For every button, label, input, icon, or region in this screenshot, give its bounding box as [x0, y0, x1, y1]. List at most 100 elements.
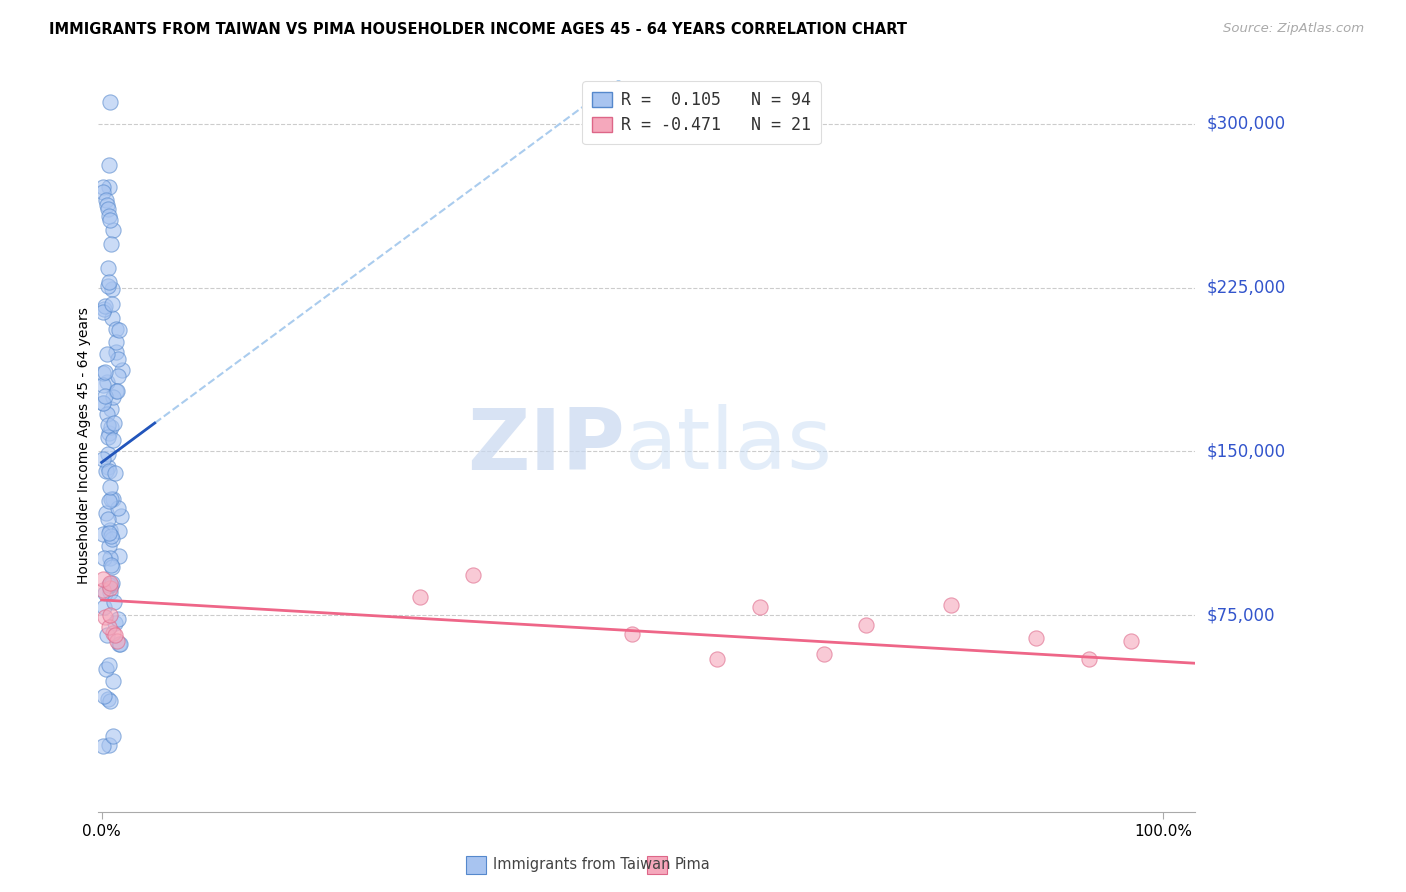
Text: atlas: atlas	[624, 404, 832, 488]
Text: $225,000: $225,000	[1206, 278, 1285, 297]
Point	[94, 506, 117, 520]
Point	[706, 652, 728, 666]
Point	[98, 494, 121, 508]
Point	[97, 417, 120, 432]
Point	[105, 633, 128, 648]
Point	[98, 551, 121, 566]
Point	[100, 529, 122, 543]
Point	[91, 396, 114, 410]
Point	[98, 576, 121, 591]
Point	[91, 180, 114, 194]
Point	[100, 491, 122, 506]
Point	[107, 612, 129, 626]
Point	[93, 599, 115, 614]
Point	[97, 692, 120, 706]
Point	[108, 324, 131, 338]
Point	[91, 572, 114, 586]
FancyBboxPatch shape	[465, 855, 485, 874]
Point	[98, 738, 121, 752]
Point	[98, 607, 121, 622]
Point	[97, 430, 120, 444]
Point	[100, 282, 122, 296]
Point	[97, 459, 120, 474]
Point	[96, 347, 118, 361]
Point	[98, 540, 121, 554]
Point	[107, 368, 129, 383]
Point	[939, 598, 962, 612]
Point	[98, 213, 121, 227]
Point	[101, 223, 124, 237]
Point	[101, 576, 124, 591]
Point	[98, 578, 121, 592]
Point	[101, 390, 124, 404]
Point	[103, 615, 125, 630]
Point	[813, 647, 835, 661]
Point	[91, 304, 114, 318]
Point	[98, 581, 121, 595]
Point	[94, 609, 117, 624]
Point	[96, 464, 118, 478]
Point	[104, 345, 127, 359]
Point	[91, 739, 114, 754]
Point	[104, 322, 127, 336]
Point	[91, 366, 114, 380]
Point	[100, 237, 122, 252]
Point	[97, 279, 120, 293]
Point	[96, 627, 118, 641]
Point	[94, 299, 117, 313]
Point	[98, 694, 121, 708]
Point	[748, 600, 770, 615]
Point	[101, 559, 124, 574]
Point	[91, 452, 114, 467]
Point	[100, 401, 122, 416]
Point	[103, 673, 125, 688]
Point	[108, 524, 131, 539]
Point	[105, 335, 128, 350]
Legend: R =  0.105   N = 94, R = -0.471   N = 21: R = 0.105 N = 94, R = -0.471 N = 21	[582, 81, 821, 144]
Point	[104, 467, 127, 481]
Point	[97, 180, 120, 194]
Point	[97, 261, 120, 276]
Point	[409, 590, 432, 604]
Point	[96, 375, 118, 389]
Point	[98, 585, 121, 599]
Point	[101, 296, 124, 310]
Point	[98, 209, 121, 223]
Point	[91, 377, 114, 392]
Point	[107, 352, 129, 367]
Point	[100, 420, 122, 434]
Point	[91, 185, 114, 199]
FancyBboxPatch shape	[647, 855, 666, 874]
Point	[98, 95, 121, 109]
Point	[110, 508, 132, 523]
Point	[93, 550, 115, 565]
Point	[94, 662, 117, 676]
Point	[97, 512, 120, 526]
Point	[104, 628, 127, 642]
Point	[97, 425, 120, 440]
Point	[97, 525, 120, 540]
Text: $75,000: $75,000	[1206, 607, 1275, 624]
Point	[108, 549, 131, 563]
Point	[94, 585, 117, 599]
Point	[98, 524, 121, 538]
Point	[1121, 634, 1143, 648]
Point	[855, 618, 877, 632]
Point	[101, 492, 124, 507]
Point	[105, 384, 128, 398]
Y-axis label: Householder Income Ages 45 - 64 years: Householder Income Ages 45 - 64 years	[77, 308, 91, 584]
Point	[103, 416, 125, 430]
Point	[103, 594, 125, 608]
Point	[96, 198, 118, 212]
Text: IMMIGRANTS FROM TAIWAN VS PIMA HOUSEHOLDER INCOME AGES 45 - 64 YEARS CORRELATION: IMMIGRANTS FROM TAIWAN VS PIMA HOUSEHOLD…	[49, 22, 907, 37]
Point	[104, 384, 127, 398]
Point	[110, 637, 132, 651]
Point	[1025, 632, 1047, 646]
Point	[100, 532, 122, 546]
Point	[93, 301, 115, 316]
Point	[100, 578, 122, 592]
Point	[111, 362, 134, 376]
Text: Source: ZipAtlas.com: Source: ZipAtlas.com	[1223, 22, 1364, 36]
Point	[107, 500, 129, 515]
Point	[93, 689, 115, 703]
